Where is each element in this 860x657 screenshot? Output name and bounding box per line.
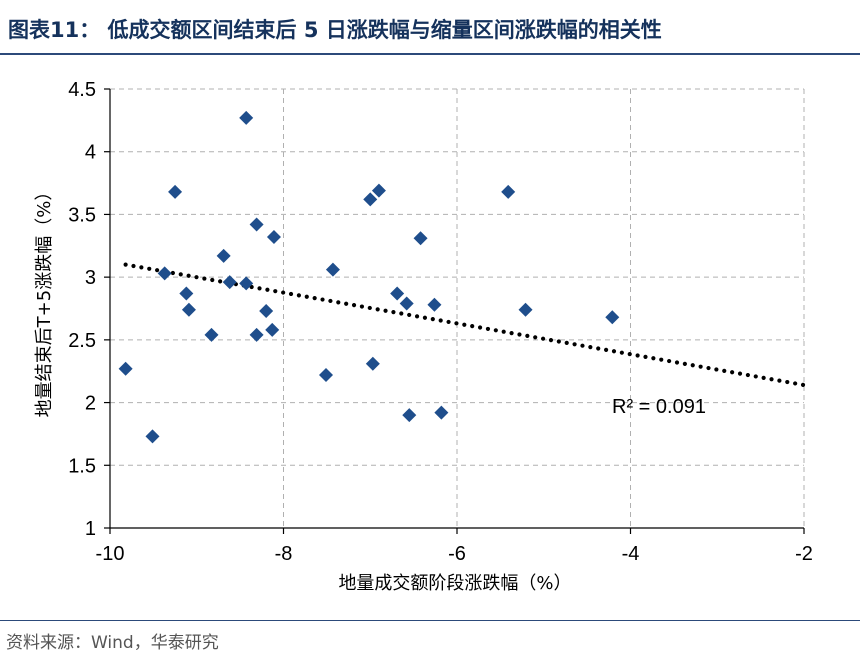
r-squared-label: R² = 0.091 bbox=[612, 396, 706, 418]
y-axis-label: 地量结束后T+5涨跌幅（%） bbox=[34, 183, 55, 418]
chart-title: 图表11： 低成交额区间结束后 5 日涨跌幅与缩量区间涨跌幅的相关性 bbox=[8, 18, 662, 42]
x-tick-label: -2 bbox=[795, 543, 813, 565]
y-tick-label: 1 bbox=[85, 518, 96, 540]
data-point bbox=[402, 408, 417, 423]
data-point bbox=[249, 217, 264, 232]
data-point bbox=[157, 266, 172, 281]
data-point bbox=[325, 262, 340, 277]
data-point bbox=[427, 297, 442, 312]
x-tick-label: -10 bbox=[96, 543, 125, 565]
data-point bbox=[363, 192, 378, 207]
data-point bbox=[399, 296, 414, 311]
data-point bbox=[259, 304, 274, 319]
data-point bbox=[501, 184, 516, 199]
y-tick-label: 2 bbox=[85, 393, 96, 415]
data-point bbox=[365, 356, 380, 371]
data-point bbox=[605, 310, 620, 325]
data-point bbox=[266, 230, 281, 245]
data-point bbox=[390, 286, 405, 301]
source-note: 资料来源：Wind，华泰研究 bbox=[6, 633, 219, 653]
x-axis-label: 地量成交额阶段涨跌幅（%） bbox=[338, 573, 571, 594]
grid-layer bbox=[110, 88, 805, 528]
points-layer bbox=[118, 110, 620, 444]
title-divider bbox=[0, 53, 860, 55]
scatter-chart: 1 1.5 2 2.5 3 3.5 4 4.5 -10 -8 -6 -4 -2 R² = 0.091 地… bbox=[34, 79, 813, 594]
data-point bbox=[216, 248, 231, 263]
trendline bbox=[123, 262, 807, 388]
data-point bbox=[239, 276, 254, 291]
data-point bbox=[222, 275, 237, 290]
data-point bbox=[204, 327, 219, 342]
y-tick-label: 1.5 bbox=[68, 455, 96, 477]
y-tick-label: 3.5 bbox=[68, 204, 96, 226]
y-tick-label: 4 bbox=[85, 142, 96, 164]
data-point bbox=[181, 302, 196, 317]
data-point bbox=[118, 361, 133, 376]
data-point bbox=[179, 286, 194, 301]
x-tick-label: -8 bbox=[275, 543, 293, 565]
data-point bbox=[413, 231, 428, 246]
x-tick-label: -6 bbox=[448, 543, 466, 565]
data-point bbox=[249, 327, 264, 342]
data-point bbox=[518, 302, 533, 317]
source-divider bbox=[0, 620, 860, 621]
data-point bbox=[371, 183, 386, 198]
data-point bbox=[239, 110, 254, 125]
data-point bbox=[434, 405, 449, 420]
x-tick-label: -4 bbox=[622, 543, 640, 565]
y-tick-label: 4.5 bbox=[68, 79, 96, 101]
ticks-layer: 1 1.5 2 2.5 3 3.5 4 4.5 -10 -8 -6 -4 -2 bbox=[68, 79, 813, 565]
data-point bbox=[319, 367, 334, 382]
y-tick-label: 2.5 bbox=[68, 330, 96, 352]
data-point bbox=[168, 184, 183, 199]
data-point bbox=[145, 429, 160, 444]
data-point bbox=[265, 322, 280, 337]
y-tick-label: 3 bbox=[85, 267, 96, 289]
